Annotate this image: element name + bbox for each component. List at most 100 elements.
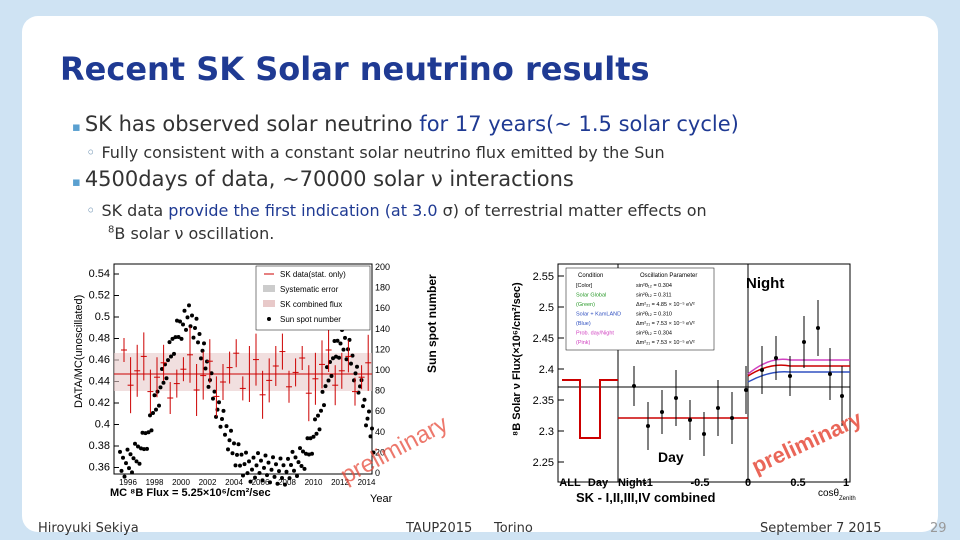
sunspot-point — [275, 481, 280, 486]
sunspot-point — [181, 322, 185, 327]
sunspot-point — [280, 475, 284, 480]
sunspot-point — [164, 376, 169, 381]
inset-parameter: sin²θ₁₂ = 0.310 — [636, 312, 672, 318]
sunspot-point — [263, 453, 268, 458]
left-rtick: 180 — [375, 283, 390, 293]
sunspot-point — [131, 456, 136, 461]
sunspot-point — [308, 436, 313, 441]
sub-bullet-2-nu: ν — [174, 224, 184, 243]
sunspot-point — [320, 389, 325, 394]
circle-bullet-icon: ◦ — [86, 201, 96, 220]
sunspot-point — [242, 462, 247, 467]
sunspot-point — [299, 464, 304, 469]
sunspot-point — [232, 441, 236, 446]
left-ytick: 0.4 — [95, 419, 110, 431]
sunspot-point — [161, 380, 166, 385]
sunspot-point — [194, 316, 199, 321]
sunspot-point — [302, 466, 307, 471]
right-xlabel: cosθ — [818, 488, 840, 499]
sunspot-point — [223, 432, 227, 437]
sunspot-point — [148, 413, 152, 418]
sunspot-point — [251, 455, 256, 460]
sunspot-point — [206, 384, 211, 389]
sunspot-point — [170, 336, 175, 341]
sunspot-point — [344, 357, 349, 362]
sunspot-point — [139, 446, 143, 451]
sunspot-point — [355, 364, 359, 369]
sunspot-point — [286, 456, 290, 461]
sunspot-point — [187, 303, 191, 308]
right-data-point — [828, 372, 832, 376]
sunspot-point — [214, 414, 218, 419]
right-plot: 2.55 2.5 2.45 2.4 2.35 2.3 2.25 Condition Osci… — [511, 263, 866, 505]
sunspot-point — [119, 468, 124, 473]
left-ytick: 0.46 — [89, 354, 110, 366]
left-xtick: 2012 — [331, 478, 349, 487]
left-rtick: 80 — [375, 386, 385, 396]
bullet-1: ▪ SK has observed solar neutrino for 17 y… — [72, 112, 739, 136]
left-xtick: 1998 — [146, 478, 164, 487]
bullet-icon: ▪ — [72, 175, 81, 190]
sub-bullet-2-d: B solar — [114, 224, 175, 243]
right-xtick: 0.5 — [790, 477, 805, 489]
right-data-point — [688, 418, 692, 422]
sunspot-point — [298, 446, 302, 451]
sunspot-point — [338, 341, 343, 346]
right-ytick: 2.35 — [533, 395, 554, 407]
left-ytick: 0.5 — [95, 311, 110, 323]
right-ytick: 2.3 — [539, 426, 554, 438]
sunspot-point — [146, 430, 151, 435]
left-rtick: 160 — [375, 303, 390, 313]
sunspot-point — [248, 479, 253, 484]
sunspot-point — [322, 403, 326, 408]
sunspot-point — [190, 313, 194, 318]
sunspot-point — [367, 409, 371, 414]
left-ytick: 0.52 — [89, 290, 110, 302]
sunspot-point — [361, 404, 365, 409]
sunspot-point — [154, 407, 158, 412]
bullet-1-text-a: SK has observed solar neutrino — [84, 112, 420, 136]
inset-parameter: Δm²₂₁ = 7.53 × 10⁻⁵ eV² — [636, 339, 695, 346]
sunspot-point — [250, 467, 254, 472]
sunspot-point — [281, 463, 286, 468]
sunspot-point — [133, 441, 137, 446]
sunspot-point — [196, 340, 200, 345]
left-rtick: 140 — [375, 324, 390, 334]
sunspot-point — [173, 335, 178, 340]
sunspot-point — [227, 438, 232, 443]
left-ytick: 0.48 — [89, 333, 110, 345]
sunspot-point — [167, 340, 172, 345]
inset-condition: Solar + KamLAND — [576, 312, 621, 318]
sub-bullet-1-text: Fully consistent with a constant solar n… — [101, 143, 665, 162]
sunspot-point — [287, 476, 292, 481]
bullet-1-text-b: for 17 years(~ 1.5 solar cycle) — [419, 112, 739, 136]
left-caption: MC ⁸B Flux = 5.25×10⁶/cm²/sec — [110, 487, 271, 499]
sunspot-point — [253, 475, 257, 480]
sunspot-point — [323, 384, 328, 389]
sunspot-point — [311, 434, 316, 439]
sunspot-point — [193, 325, 197, 330]
inset-parameter: sin²θ₁₂ = 0.304 — [636, 283, 672, 289]
sunspot-point — [157, 403, 161, 408]
sunspot-point — [259, 458, 263, 463]
sunspot-point — [143, 431, 148, 436]
sunspot-point — [226, 447, 230, 452]
sunspot-point — [127, 466, 131, 471]
legend-item-3: Sun spot number — [280, 315, 341, 324]
sunspot-point — [182, 308, 187, 313]
sunspot-point — [268, 480, 272, 485]
right-caption: SK - I,II,III,IV combined — [576, 490, 715, 505]
bullet-icon: ▪ — [72, 120, 81, 135]
right-xtick: -0.5 — [691, 477, 710, 489]
right-data-point — [632, 384, 636, 388]
right-data-point — [646, 424, 650, 428]
right-xtick: Night — [618, 477, 646, 489]
sunspot-point — [233, 463, 238, 468]
right-data-point — [702, 432, 706, 436]
right-xtick: -1 — [643, 477, 653, 489]
right-data-point — [660, 410, 664, 414]
sunspot-point — [217, 400, 221, 405]
sunspot-point — [278, 456, 283, 461]
sunspot-point — [329, 373, 334, 378]
sunspot-point — [199, 356, 203, 361]
